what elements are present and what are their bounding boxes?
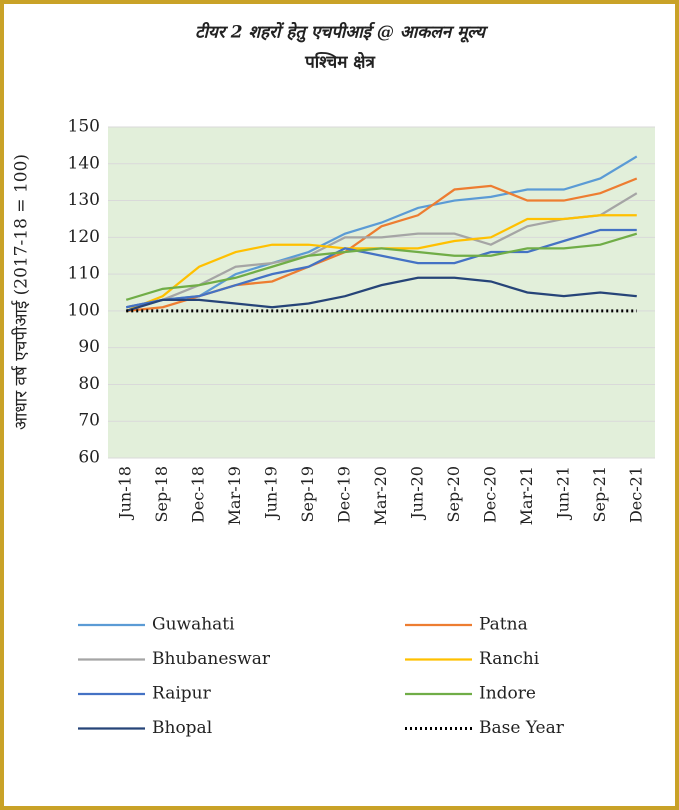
x-tick-label: Jun-18 [116,466,135,521]
x-tick-label: Mar-21 [517,466,536,525]
x-tick-label: Jun-21 [553,466,572,521]
legend-label: Patna [479,615,528,635]
series-line [125,276,637,312]
chart-title: टीयर 2 शहरों हेतु एचपीआई @ आकलन मूल्य [195,22,489,44]
legend-label: Base Year [479,718,565,738]
plot-area [108,127,655,458]
legend-label: Bhubaneswar [152,649,271,669]
y-tick-label: 110 [68,264,100,284]
x-tick-label: Sep-20 [444,466,463,522]
x-tick-label: Sep-21 [590,466,609,522]
x-tick-label: Dec-20 [480,466,499,523]
legend-label: Indore [479,684,536,704]
y-axis-label: आधार वर्ष एचपीआई (2017-18 = 100) [11,154,32,430]
legend-label: Bhopal [152,718,212,738]
y-tick-label: 120 [68,227,100,247]
legend-label: Guwahati [152,615,235,635]
x-tick-label: Mar-19 [225,466,244,525]
y-tick-label: 60 [78,448,100,468]
x-tick-label: Sep-19 [298,466,317,522]
x-tick-label: Jun-19 [262,466,281,521]
series-line [126,192,638,309]
y-tick-label: 150 [68,117,100,137]
x-tick-label: Dec-21 [626,466,645,523]
y-tick-label: 100 [68,300,100,320]
x-tick-label: Dec-18 [189,466,208,523]
legend-label: Raipur [152,684,212,704]
y-tick-label: 130 [68,190,100,210]
x-tick-label: Jun-20 [407,466,426,521]
legend-label: Ranchi [479,649,540,669]
series-line [126,155,638,309]
y-tick-label: 80 [78,374,100,394]
y-tick-label: 140 [68,153,100,173]
y-tick-label: 70 [78,411,100,431]
chart-subtitle: पश्चिम क्षेत्र [304,52,375,73]
x-tick-label: Sep-18 [152,466,171,522]
series-line [125,232,638,301]
series-line [126,228,637,309]
x-tick-label: Mar-20 [371,466,390,525]
x-tick-label: Dec-19 [335,466,354,523]
y-tick-label: 90 [78,337,100,357]
